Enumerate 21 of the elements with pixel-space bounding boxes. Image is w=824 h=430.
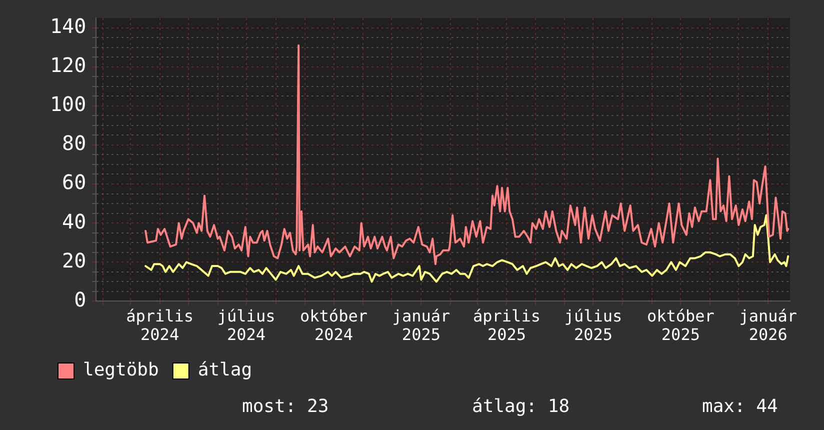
x-tick-label: október 2025 (646, 306, 715, 344)
x-tick-label: július 2024 (217, 306, 276, 344)
y-tick-label: 140 (50, 14, 86, 38)
y-tick-label: 60 (62, 170, 86, 194)
y-tick-label: 40 (62, 209, 86, 234)
x-tick-label: július 2025 (564, 306, 622, 344)
text: átlag: 18 (472, 396, 570, 417)
y-tick-label: 20 (62, 248, 86, 272)
legend-label: átlag (198, 360, 252, 381)
text: most: 23 (242, 396, 329, 417)
x-tick-label: január 2026 (739, 306, 798, 344)
legend-label: legtöbb (83, 360, 159, 381)
y-tick-label: 0 (74, 287, 86, 312)
y-tick-label: 100 (50, 92, 86, 116)
x-tick-label: október 2024 (300, 306, 368, 344)
x-tick-label: április 2025 (473, 306, 540, 344)
y-tick-label: 120 (50, 53, 86, 78)
x-tick-label: április 2024 (126, 306, 194, 344)
y-tick-label: 80 (62, 131, 86, 156)
text: max: 44 (702, 396, 778, 417)
x-tick-label: január 2025 (392, 306, 450, 344)
